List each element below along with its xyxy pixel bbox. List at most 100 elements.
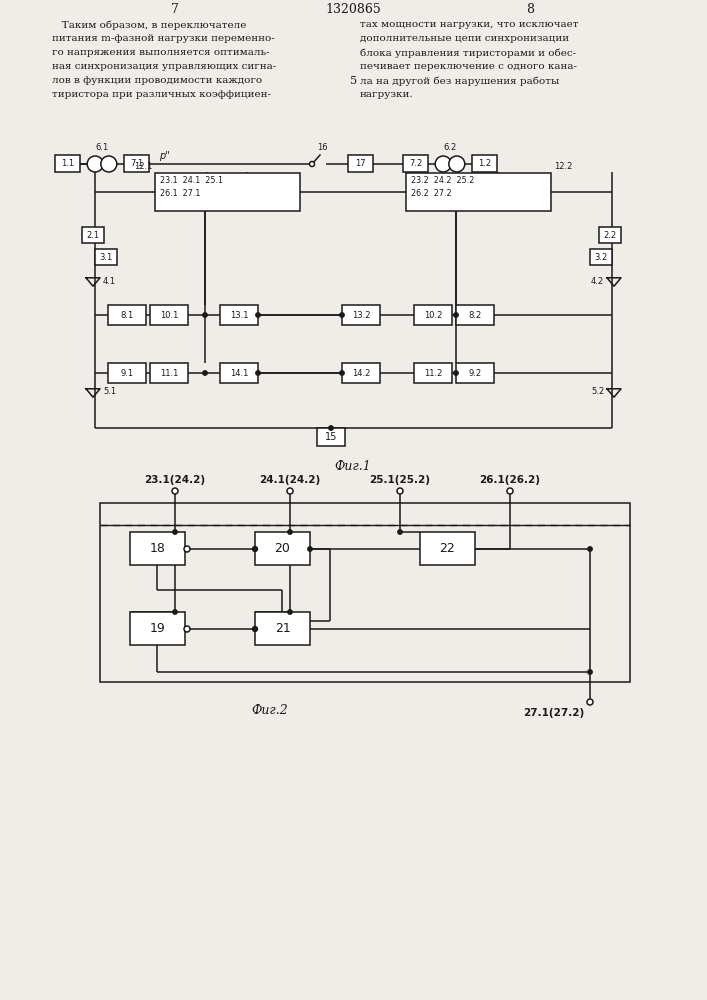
Text: 20: 20 <box>274 542 291 555</box>
Circle shape <box>256 371 260 375</box>
Circle shape <box>288 530 292 534</box>
Text: 2.1: 2.1 <box>86 231 100 239</box>
Bar <box>55 155 80 172</box>
Bar <box>590 249 612 265</box>
Text: 8: 8 <box>526 3 534 16</box>
Circle shape <box>252 546 257 552</box>
Bar <box>342 305 380 325</box>
Text: 17: 17 <box>355 159 366 168</box>
Text: 23.1(24.2): 23.1(24.2) <box>144 475 206 485</box>
Bar <box>82 227 104 243</box>
Bar <box>472 155 497 172</box>
Text: 10.2: 10.2 <box>423 310 442 320</box>
Text: 7.2: 7.2 <box>409 159 422 168</box>
Bar <box>420 532 475 565</box>
Circle shape <box>203 313 207 317</box>
Circle shape <box>588 670 592 674</box>
Circle shape <box>398 530 402 534</box>
Text: блока управления тиристорами и обес-: блока управления тиристорами и обес- <box>360 48 576 57</box>
Text: 1.2: 1.2 <box>478 159 491 168</box>
Text: 1.1: 1.1 <box>61 159 74 168</box>
Bar <box>130 612 185 645</box>
Circle shape <box>436 156 451 172</box>
Text: 14.2: 14.2 <box>352 368 370 377</box>
Bar <box>124 155 149 172</box>
Text: 6.1: 6.1 <box>95 143 109 152</box>
Text: p": p" <box>159 151 170 161</box>
Circle shape <box>287 488 293 494</box>
Circle shape <box>454 313 458 317</box>
Bar <box>95 249 117 265</box>
Text: 24.1(24.2): 24.1(24.2) <box>259 475 321 485</box>
Circle shape <box>173 610 177 614</box>
Text: тиристора при различных коэффициен-: тиристора при различных коэффициен- <box>52 90 271 99</box>
Circle shape <box>172 488 178 494</box>
Text: дополнительные цепи синхронизации: дополнительные цепи синхронизации <box>360 34 569 43</box>
Circle shape <box>288 610 292 614</box>
Text: лов в функции проводимости каждого: лов в функции проводимости каждого <box>52 76 262 85</box>
Bar <box>403 155 428 172</box>
Text: Фиг.1: Фиг.1 <box>334 460 371 473</box>
Bar <box>342 363 380 383</box>
Text: 11.2: 11.2 <box>423 368 442 377</box>
Text: 3.2: 3.2 <box>595 252 607 261</box>
Text: 12.2: 12.2 <box>554 162 573 171</box>
Text: 8.2: 8.2 <box>468 310 481 320</box>
Circle shape <box>507 488 513 494</box>
Text: 25.1(25.2): 25.1(25.2) <box>370 475 431 485</box>
Text: 3.1: 3.1 <box>100 252 112 261</box>
Text: 12.1: 12.1 <box>134 162 152 171</box>
Circle shape <box>329 426 333 430</box>
Text: 5: 5 <box>351 76 358 86</box>
Text: 23.2  24.2  25.2: 23.2 24.2 25.2 <box>411 176 474 185</box>
Bar <box>130 532 185 565</box>
Bar <box>108 363 146 383</box>
Text: Таким образом, в переключателе: Таким образом, в переключателе <box>52 20 246 29</box>
Text: 14.1: 14.1 <box>230 368 248 377</box>
Text: Фиг.2: Фиг.2 <box>252 704 288 717</box>
Circle shape <box>310 161 315 166</box>
Text: 9.2: 9.2 <box>469 368 481 377</box>
Bar <box>414 363 452 383</box>
Text: 26.1(26.2): 26.1(26.2) <box>479 475 540 485</box>
Circle shape <box>397 488 403 494</box>
Circle shape <box>587 699 593 705</box>
Text: 7.1: 7.1 <box>130 159 143 168</box>
Circle shape <box>449 156 464 172</box>
Circle shape <box>340 371 344 375</box>
Text: 10.1: 10.1 <box>160 310 178 320</box>
Bar <box>414 305 452 325</box>
Text: го напряжения выполняется оптималь-: го напряжения выполняется оптималь- <box>52 48 269 57</box>
Bar <box>220 363 258 383</box>
Text: 26.1  27.1: 26.1 27.1 <box>160 189 200 198</box>
Text: 18: 18 <box>150 542 165 555</box>
Circle shape <box>87 156 103 172</box>
Text: 26.2  27.2: 26.2 27.2 <box>411 189 452 198</box>
Circle shape <box>101 156 117 172</box>
Text: 13.1: 13.1 <box>230 310 248 320</box>
Bar <box>100 503 630 682</box>
Bar <box>155 173 300 211</box>
Circle shape <box>256 313 260 317</box>
Text: ла на другой без нарушения работы: ла на другой без нарушения работы <box>360 76 559 86</box>
Circle shape <box>184 626 190 632</box>
Bar <box>406 173 551 211</box>
Text: 1320865: 1320865 <box>325 3 381 16</box>
Bar <box>348 155 373 172</box>
Circle shape <box>340 313 344 317</box>
Bar <box>255 612 310 645</box>
Text: ная синхронизация управляющих сигна-: ная синхронизация управляющих сигна- <box>52 62 276 71</box>
Text: 5.2: 5.2 <box>591 387 604 396</box>
Circle shape <box>454 371 458 375</box>
Bar <box>599 227 621 243</box>
Text: 21: 21 <box>274 622 291 635</box>
Text: 2.2: 2.2 <box>604 231 617 239</box>
Bar <box>108 305 146 325</box>
Text: 5.1: 5.1 <box>103 387 116 396</box>
Text: 19: 19 <box>150 622 165 635</box>
Text: 4.2: 4.2 <box>591 276 604 286</box>
Text: 11.1: 11.1 <box>160 368 178 377</box>
Bar <box>317 428 345 446</box>
Text: печивает переключение с одного кана-: печивает переключение с одного кана- <box>360 62 577 71</box>
Text: питания m-фазной нагрузки переменно-: питания m-фазной нагрузки переменно- <box>52 34 275 43</box>
